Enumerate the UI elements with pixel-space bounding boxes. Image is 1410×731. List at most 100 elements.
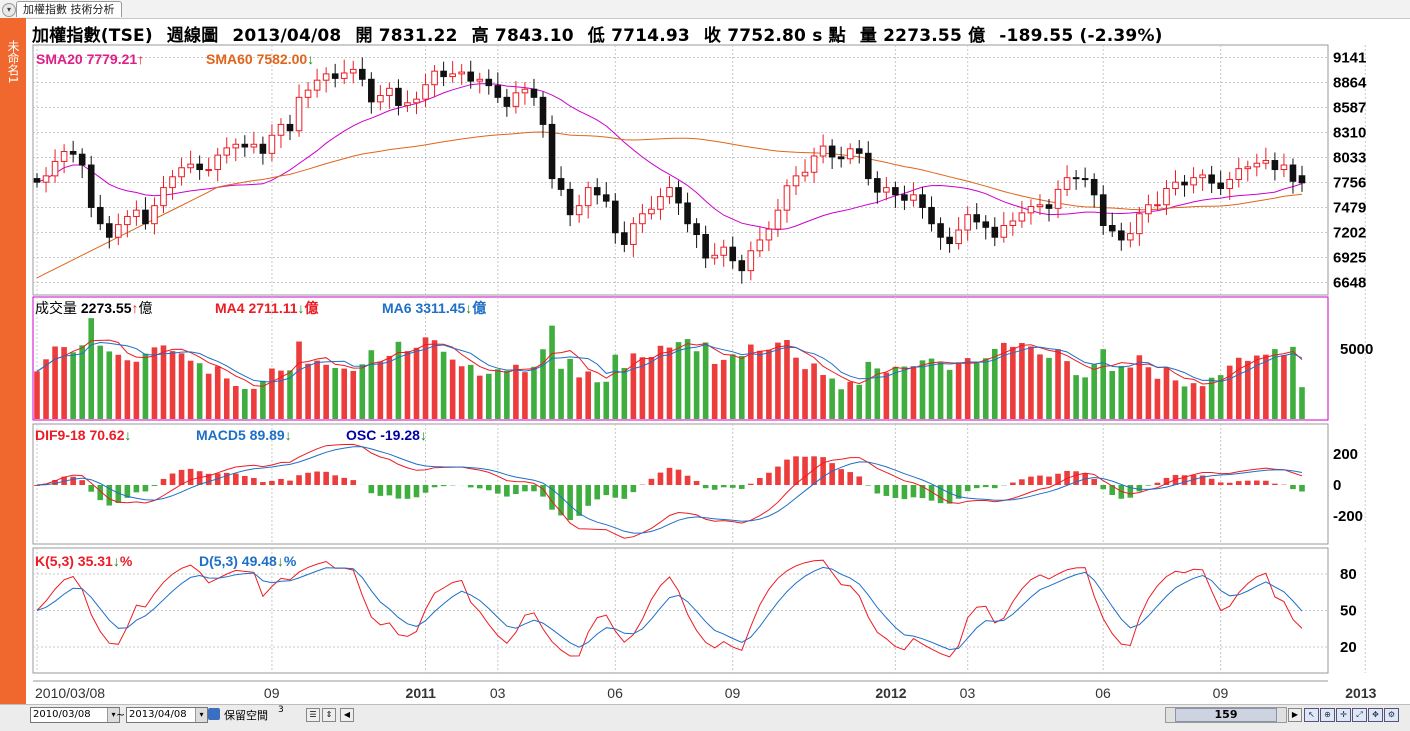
price-tick-label: 6648 (1333, 275, 1366, 292)
macd-tick-label: 200 (1333, 446, 1358, 463)
candle-body (603, 195, 609, 201)
osc-bar (594, 485, 600, 499)
volume-bar (757, 351, 763, 419)
osc-bar (558, 485, 564, 515)
osc-bar (965, 485, 971, 491)
candle-body (79, 154, 85, 165)
candle-body (802, 172, 808, 176)
candle-body (378, 96, 384, 102)
osc-bar (1254, 481, 1260, 485)
settings-tool-icon[interactable]: ⚙ (1384, 708, 1399, 722)
spin-icon[interactable]: ⇕ (322, 708, 336, 722)
osc-bar (143, 485, 149, 491)
candle-body (784, 186, 790, 210)
volume-bar (676, 342, 682, 419)
osc-bar (513, 485, 519, 494)
pan-tool-icon[interactable]: ✥ (1368, 708, 1383, 722)
candle-body (287, 124, 293, 130)
candle-body (242, 144, 248, 147)
osc-bar (1245, 481, 1251, 485)
candle-body (1091, 179, 1097, 194)
candle-body (938, 224, 944, 238)
sma20-legend: SMA20 7779.21↑ (36, 51, 144, 67)
osc-bar (829, 463, 835, 485)
volume-bar (1010, 347, 1016, 419)
volume-bar (1082, 377, 1088, 419)
candle-body (170, 177, 176, 188)
osc-bar (974, 485, 980, 488)
candle-body (667, 188, 673, 197)
svg-text:MA4 2711.11↓億: MA4 2711.11↓億 (215, 300, 319, 316)
volume-bar (1281, 355, 1287, 419)
keep-space-value[interactable]: 3 (278, 705, 284, 715)
d-legend: D(5,3) 49.48 (199, 553, 277, 569)
osc-bar (712, 485, 718, 490)
volume-bar (251, 389, 257, 419)
scroll-right-icon[interactable]: ▶ (1288, 708, 1302, 722)
candle-body (793, 176, 799, 186)
osc-bar (721, 485, 727, 487)
osc-bar (667, 468, 673, 485)
candle-body (188, 164, 194, 168)
osc-bar (1037, 476, 1043, 485)
candle-body (847, 149, 853, 159)
volume-bar (359, 364, 365, 419)
chart-area[interactable]: 9141886485878310803377567479720269256648… (0, 0, 1410, 704)
osc-bar (260, 482, 266, 485)
volume-bar (1046, 358, 1052, 419)
candle-body (423, 85, 429, 99)
candle-body (974, 215, 980, 222)
osc-bar (856, 476, 862, 485)
volume-bar (558, 369, 564, 419)
osc-bar (468, 485, 474, 487)
volume-bar (1146, 367, 1152, 419)
osc-bar (730, 485, 736, 488)
volume-bar (1299, 387, 1305, 419)
volume-bar (1263, 355, 1269, 419)
osc-bar (242, 476, 248, 485)
candle-body (197, 164, 203, 169)
volume-bar (1055, 349, 1061, 419)
osc-bar (775, 467, 781, 485)
volume-bar (242, 389, 248, 419)
start-date-select[interactable]: 2010/03/08▾ (30, 707, 120, 723)
candle-body (920, 195, 926, 208)
volume-bar (1118, 366, 1124, 419)
osc-legend: OSC -19.28 (346, 427, 420, 443)
candle-body (929, 207, 935, 223)
volume-bar (296, 342, 302, 419)
osc-bar (152, 485, 158, 486)
osc-bar (1290, 485, 1296, 489)
crosshair-tool-icon[interactable]: ✛ (1336, 708, 1351, 722)
osc-bar (486, 485, 492, 490)
osc-bar (387, 485, 393, 495)
scroll-left-icon[interactable]: ◀ (340, 708, 354, 722)
calendar-icon[interactable] (208, 708, 220, 720)
candle-body (350, 69, 356, 73)
candle-body (594, 188, 600, 195)
volume-legend-value: 2273.55 (81, 300, 132, 316)
candle-body (631, 224, 637, 245)
candle-body (1010, 221, 1016, 226)
end-date-select[interactable]: 2013/04/08▾ (126, 707, 208, 723)
scroll-thumb[interactable]: 159 (1175, 708, 1277, 722)
x-axis-label: 03 (490, 685, 506, 701)
volume-bar (838, 389, 844, 419)
volume-bar (116, 355, 122, 419)
macd-tick-label: 0 (1333, 477, 1341, 494)
candle-body (685, 203, 691, 224)
osc-bar (522, 485, 528, 491)
osc-bar (820, 457, 826, 485)
candle-body (1263, 161, 1269, 164)
svg-text:DIF9-18 70.62↓: DIF9-18 70.62↓ (35, 427, 132, 443)
candle-body (323, 74, 329, 80)
volume-bar (486, 374, 492, 419)
volume-bar (1155, 379, 1161, 419)
grid-toggle-icon[interactable]: ☰ (306, 708, 320, 722)
zoom-tool-icon[interactable]: ⊕ (1320, 708, 1335, 722)
candle-body (811, 156, 817, 172)
cursor-tool-icon[interactable]: ↖ (1304, 708, 1319, 722)
fit-tool-icon[interactable]: ⤢ (1352, 708, 1367, 722)
volume-bar (1128, 368, 1134, 419)
volume-bar (459, 366, 465, 419)
